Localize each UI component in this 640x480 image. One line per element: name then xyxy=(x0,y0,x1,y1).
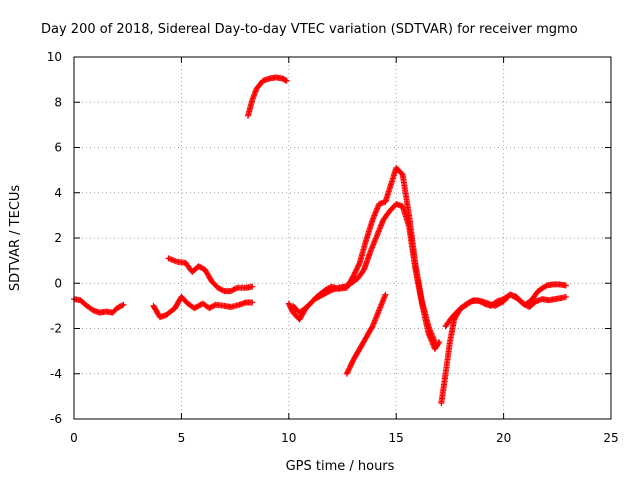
series-arc-2 xyxy=(150,293,256,321)
series-arc-4 xyxy=(244,74,290,119)
data-point xyxy=(350,272,357,279)
data-point xyxy=(119,302,126,309)
grid-lines xyxy=(74,57,611,419)
y-tick-label: -4 xyxy=(50,367,62,381)
y-tick-label: 8 xyxy=(54,95,62,109)
series-arc-7 xyxy=(343,291,389,377)
series-arc-9 xyxy=(442,291,569,330)
data-point xyxy=(435,340,442,347)
y-axis-label: SDTVAR / TECUs xyxy=(8,185,23,292)
data-point xyxy=(345,368,352,375)
data-point xyxy=(562,282,569,289)
data-point xyxy=(562,293,569,300)
x-tick-label: 0 xyxy=(70,431,78,445)
data-point xyxy=(349,274,356,281)
data-point xyxy=(354,265,361,272)
data-point xyxy=(353,266,360,273)
x-axis-ticks: 0 5 10 15 20 25 xyxy=(70,57,619,445)
plot-points xyxy=(71,74,569,407)
data-point xyxy=(350,273,357,280)
data-point xyxy=(355,262,362,269)
data-point xyxy=(354,263,361,270)
data-point xyxy=(347,362,354,369)
data-point xyxy=(398,170,405,177)
x-tick-label: 20 xyxy=(496,431,511,445)
data-point xyxy=(352,269,359,276)
y-tick-label: 0 xyxy=(54,276,62,290)
data-point xyxy=(351,270,358,277)
y-tick-label: 4 xyxy=(54,186,62,200)
y-tick-label: -2 xyxy=(50,322,62,336)
data-point xyxy=(232,285,239,292)
data-point xyxy=(348,359,355,366)
data-point xyxy=(343,370,350,377)
data-point xyxy=(368,324,375,331)
data-point xyxy=(356,261,363,268)
chart-title: Day 200 of 2018, Sidereal Day-to-day VTE… xyxy=(41,22,578,37)
x-tick-label: 15 xyxy=(389,431,404,445)
data-point xyxy=(347,363,354,370)
data-point xyxy=(249,283,256,290)
data-point xyxy=(249,299,256,306)
data-point xyxy=(345,366,352,373)
y-tick-label: 2 xyxy=(54,231,62,245)
y-tick-label: -6 xyxy=(50,412,62,426)
data-point xyxy=(344,369,351,376)
x-tick-label: 10 xyxy=(281,431,296,445)
series-arc-6 xyxy=(290,164,438,346)
x-tick-label: 5 xyxy=(178,431,186,445)
y-tick-label: 6 xyxy=(54,141,62,155)
x-tick-label: 25 xyxy=(603,431,618,445)
series-arc-1 xyxy=(71,296,127,316)
series-arc-3 xyxy=(165,255,256,295)
x-axis-label: GPS time / hours xyxy=(286,459,395,474)
data-point xyxy=(382,291,389,298)
data-point xyxy=(349,358,356,365)
data-point xyxy=(431,339,438,346)
y-tick-label: 10 xyxy=(47,50,62,64)
y-axis-ticks: -6 -4 -2 0 2 4 6 8 10 xyxy=(47,50,611,426)
data-point xyxy=(120,301,127,308)
data-point xyxy=(283,77,290,84)
data-point xyxy=(348,361,355,368)
data-point xyxy=(346,365,353,372)
data-point xyxy=(352,268,359,275)
